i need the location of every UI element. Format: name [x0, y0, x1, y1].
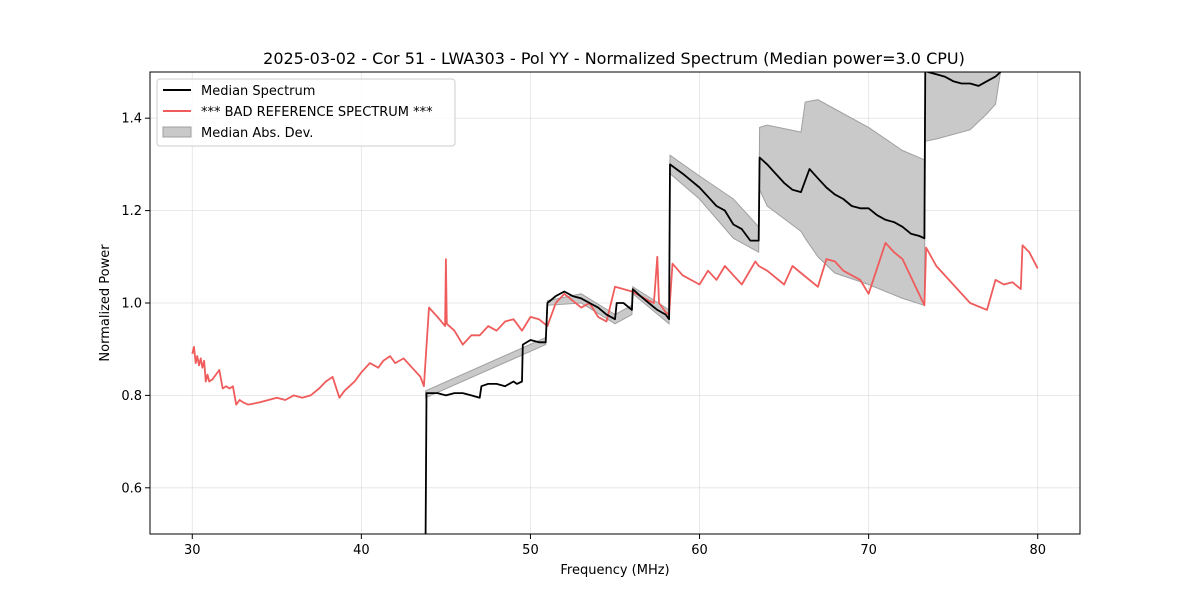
chart-title: 2025-03-02 - Cor 51 - LWA303 - Pol YY - … [263, 49, 965, 68]
median-spectrum-line [424, 72, 1002, 534]
x-tick-label: 70 [860, 543, 877, 558]
y-tick-label: 1.2 [121, 204, 142, 219]
x-tick-label: 80 [1029, 543, 1046, 558]
x-tick-label: 60 [691, 543, 708, 558]
legend-mad-swatch [162, 126, 192, 138]
y-tick-label: 0.6 [121, 481, 142, 496]
legend: Median Spectrum *** BAD REFERENCE SPECTR… [156, 78, 456, 147]
plot-area [191, 72, 1039, 534]
x-axis-label: Frequency (MHz) [560, 563, 669, 578]
legend-mad-label: Median Abs. Dev. [201, 126, 313, 141]
y-tick-label: 0.8 [121, 389, 142, 404]
y-tick-label: 1.0 [121, 297, 142, 312]
x-tick-label: 40 [353, 543, 370, 558]
x-tick-label: 50 [522, 543, 539, 558]
y-tick-label: 1.4 [121, 112, 142, 127]
legend-median-label: Median Spectrum [201, 84, 315, 99]
reference-spectrum-line [191, 242, 1039, 406]
y-axis-label: Normalized Power [98, 244, 113, 362]
legend-reference-label: *** BAD REFERENCE SPECTRUM *** [201, 105, 433, 120]
x-axis-ticks: 30 40 50 60 70 80 [184, 534, 1046, 558]
legend-box [156, 78, 456, 147]
y-axis-ticks: 0.6 0.8 1.0 1.2 1.4 [121, 112, 150, 496]
x-tick-label: 30 [184, 543, 201, 558]
